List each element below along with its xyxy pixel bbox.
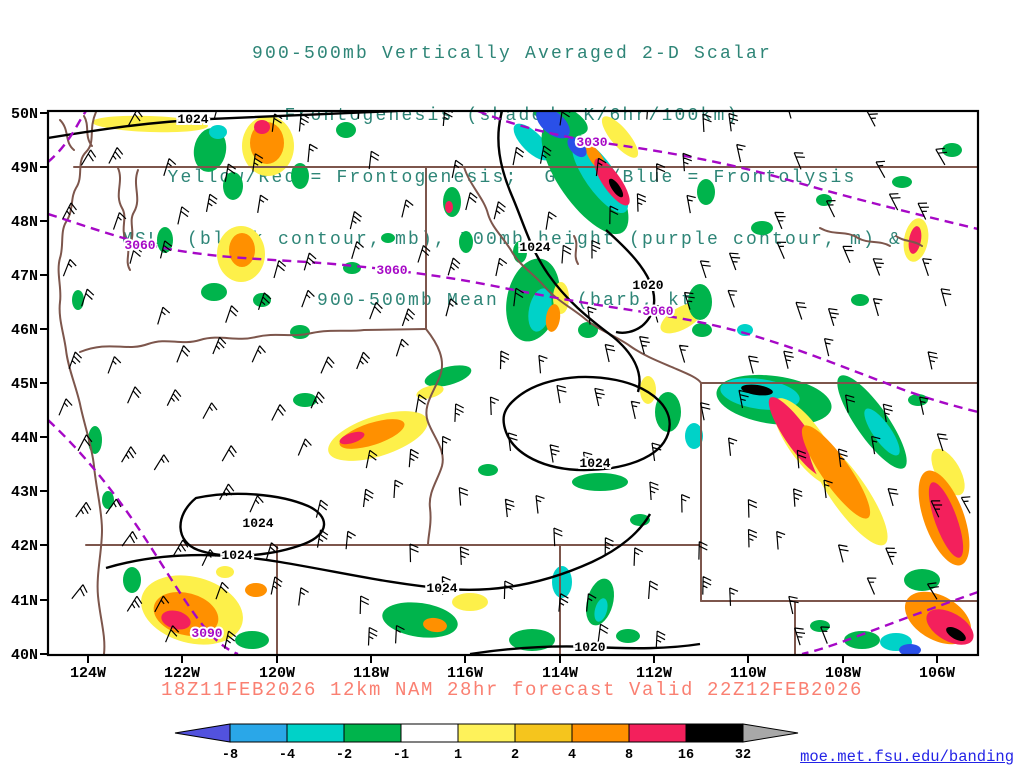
height-contour-label: 3030 <box>576 135 607 150</box>
wind-barb-layer <box>58 112 971 649</box>
colorbar-tick-label: -4 <box>279 748 295 763</box>
border-or-id <box>425 328 444 546</box>
mslp-contours <box>49 112 701 654</box>
lon-label: 122W <box>164 665 200 682</box>
colorbar-segment <box>343 723 402 743</box>
height-contour-label: 3090 <box>191 626 222 641</box>
colorbar-tick-label: 2 <box>511 748 519 763</box>
height-contours <box>49 112 977 654</box>
height-contour-label: 3060 <box>376 263 407 278</box>
colorbar-left-arrow <box>174 723 231 743</box>
coastline <box>57 112 106 654</box>
lon-label: 114W <box>542 665 578 682</box>
colorbar-tick-label: 4 <box>568 748 576 763</box>
colorbar: -8 -4 -2 -1 1 2 4 8 16 32 <box>174 723 799 763</box>
title-line-1: 900-500mb Vertically Averaged 2-D Scalar <box>251 44 773 65</box>
credit-link[interactable]: moe.met.fsu.edu/banding <box>800 748 1014 766</box>
lon-label: 116W <box>447 665 483 682</box>
colorbar-right-arrow <box>742 723 799 743</box>
colorbar-segment <box>229 723 288 743</box>
rivers <box>573 227 923 265</box>
mslp-contour-label: 1024 <box>242 516 273 531</box>
height-contour-label: 3060 <box>124 238 155 253</box>
lon-label: 118W <box>353 665 389 682</box>
colorbar-segment <box>400 723 459 743</box>
colorbar-tick-label: -1 <box>393 748 409 763</box>
mslp-contour-label: 1024 <box>177 112 208 127</box>
colorbar-segment <box>571 723 630 743</box>
lon-label: 120W <box>259 665 295 682</box>
shading-layer <box>72 112 974 654</box>
lat-axis: 50N 49N 48N 47N 46N 45N 44N 43N 42N 41N … <box>11 106 38 664</box>
mslp-contour-label: 1020 <box>632 278 663 293</box>
lat-label: 50N <box>11 106 38 123</box>
mslp-contour-label: 1024 <box>221 548 252 563</box>
forecast-caption: 18Z11FEB2026 12km NAM 28hr forecast Vali… <box>160 679 864 701</box>
lat-label: 44N <box>11 430 38 447</box>
lat-label: 49N <box>11 160 38 177</box>
border-id-mt <box>463 166 702 384</box>
lon-label: 124W <box>70 665 106 682</box>
mslp-contour-label: 1024 <box>519 240 550 255</box>
colorbar-tick-label: 32 <box>735 748 751 763</box>
lat-label: 43N <box>11 484 38 501</box>
colorbar-tick-label: 1 <box>454 748 462 763</box>
state-borders <box>57 112 977 654</box>
colorbar-segment <box>286 723 345 743</box>
mslp-contour-label: 1024 <box>426 581 457 596</box>
colorbar-segment <box>628 723 687 743</box>
colorbar-tick-label: 16 <box>678 748 694 763</box>
lon-label: 112W <box>636 665 672 682</box>
lat-label: 46N <box>11 322 38 339</box>
lon-axis: 124W 122W 120W 118W 116W 114W 112W 110W … <box>70 665 955 682</box>
colorbar-segment <box>685 723 744 743</box>
lat-label: 45N <box>11 376 38 393</box>
lat-label: 42N <box>11 538 38 555</box>
colorbar-tick-label: 8 <box>625 748 633 763</box>
colorbar-segment <box>457 723 516 743</box>
lon-label: 106W <box>919 665 955 682</box>
lon-label: 108W <box>825 665 861 682</box>
axis-ticks <box>40 112 938 663</box>
border-wa-or <box>79 328 427 353</box>
lon-label: 110W <box>730 665 766 682</box>
lat-label: 48N <box>11 214 38 231</box>
height-contour-label: 3060 <box>642 304 673 319</box>
colorbar-segment <box>514 723 573 743</box>
colorbar-tick-label: -2 <box>336 748 352 763</box>
mslp-contour-label: 1020 <box>574 640 605 655</box>
lat-label: 40N <box>11 647 38 664</box>
lat-label: 41N <box>11 593 38 610</box>
lat-label: 47N <box>11 268 38 285</box>
colorbar-tick-label: -8 <box>222 748 238 763</box>
puget-sound <box>59 115 139 271</box>
contour-labels: 1024 1024 1020 1024 1024 1024 1024 1020 … <box>122 110 675 657</box>
mslp-contour-label: 1024 <box>579 456 610 471</box>
